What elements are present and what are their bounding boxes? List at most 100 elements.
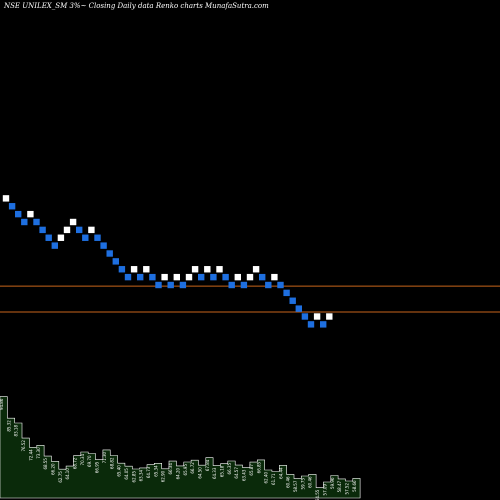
volume-area: [0, 396, 361, 499]
renko-bricks: [2, 195, 333, 328]
brick-down: [51, 242, 58, 249]
brick-up: [246, 273, 254, 281]
brick-up: [271, 273, 278, 281]
brick-down: [8, 203, 16, 210]
volume-label: 62.40: [264, 472, 269, 484]
brick-up: [63, 226, 71, 234]
volume-label: 65.34: [153, 465, 158, 477]
volume-label: 70.34: [80, 454, 85, 466]
volume-label: 63.34: [139, 469, 144, 481]
volume-label: 62.85: [131, 471, 136, 483]
volume-label: 68.55: [43, 458, 48, 470]
brick-down: [155, 281, 162, 289]
volume-label: 64.50: [197, 467, 202, 479]
brick-up: [69, 218, 77, 226]
brick-down: [289, 297, 296, 304]
volume-label: 65.18: [220, 465, 225, 477]
volume-label: 65.40: [117, 465, 122, 477]
brick-down: [106, 250, 113, 257]
brick-down: [295, 305, 302, 312]
volume-label: 76.52: [21, 440, 26, 452]
brick-down: [265, 281, 272, 289]
volume-label: 61.71: [271, 473, 276, 485]
brick-down: [259, 273, 266, 281]
brick-down: [179, 281, 187, 289]
brick-down: [198, 273, 205, 281]
brick-down: [307, 321, 315, 328]
brick-down: [76, 226, 83, 234]
volume-label: 68.72: [73, 457, 78, 469]
volume-label: 71.30: [102, 451, 107, 463]
volume-label: 64.44: [278, 467, 283, 479]
brick-down: [228, 281, 235, 289]
volume-label: 66.72: [190, 462, 195, 474]
volume-label: 72.44: [28, 449, 33, 461]
volume-label: 66.35: [227, 463, 232, 475]
volume-label: 66.85: [256, 461, 261, 473]
brick-up: [161, 273, 168, 281]
brick-down: [100, 242, 107, 249]
volume-label: 64.57: [234, 467, 239, 479]
volume-label: 59.96: [330, 477, 335, 489]
volume-label: 64.33: [212, 467, 217, 479]
brick-down: [210, 273, 217, 281]
volume-label: 60.46: [308, 476, 313, 488]
volume-label: 94.86: [0, 398, 4, 410]
brick-down: [39, 226, 46, 234]
volume-label: 62.90: [161, 470, 166, 482]
brick-up: [2, 195, 10, 202]
brick-down: [15, 210, 22, 218]
volume-label: 73.30: [36, 447, 41, 459]
brick-down: [320, 321, 327, 328]
volume-label: 66.95: [95, 461, 100, 473]
brick-up: [326, 313, 333, 320]
volume-label: 59.75: [300, 478, 305, 490]
brick-down: [240, 281, 248, 289]
level-lines: [0, 285, 500, 313]
volume-label: 85.32: [6, 420, 11, 432]
volume-label: 64.10: [65, 468, 70, 480]
volume-label: 60.46: [286, 476, 291, 488]
brick-up: [252, 266, 260, 273]
brick-up: [191, 266, 199, 273]
volume-label: 64.05: [124, 468, 129, 480]
brick-up: [216, 266, 223, 273]
volume-label: 58.57: [293, 480, 298, 492]
brick-up: [313, 313, 321, 320]
volume-label: 62.75: [58, 471, 63, 483]
brick-down: [124, 273, 132, 281]
volume-label: 64.73: [146, 466, 151, 478]
volume-label: 65.87: [249, 464, 254, 476]
volume-label: 64.20: [175, 467, 180, 479]
brick-down: [21, 218, 28, 226]
volume-label: 58.47: [337, 480, 342, 492]
brick-up: [234, 273, 241, 281]
volume-label: 54.55: [315, 489, 320, 500]
brick-down: [45, 234, 52, 241]
chart-title: NSE UNILEX_SM 3%~ Closing Daily data Ren…: [4, 2, 269, 10]
brick-up: [57, 234, 65, 241]
brick-up: [130, 266, 138, 273]
brick-down: [149, 273, 156, 281]
brick-down: [33, 218, 40, 226]
brick-up: [88, 226, 95, 234]
volume-label: 67.84: [205, 459, 210, 471]
brick-up: [143, 266, 150, 273]
brick-up: [173, 273, 180, 281]
volume-label: 57.09: [322, 484, 327, 496]
brick-down: [301, 313, 309, 320]
brick-up: [185, 273, 193, 281]
brick-down: [82, 234, 89, 241]
brick-up: [27, 210, 34, 218]
brick-down: [222, 273, 229, 281]
brick-down: [118, 266, 126, 273]
volume-area-path: [0, 396, 361, 499]
brick-down: [94, 234, 101, 241]
brick-down: [277, 281, 284, 289]
volume-label: 66.20: [50, 463, 55, 475]
volume-label: 63.43: [242, 469, 247, 481]
volume-label: 68.82: [109, 457, 114, 469]
brick-down: [283, 289, 290, 297]
